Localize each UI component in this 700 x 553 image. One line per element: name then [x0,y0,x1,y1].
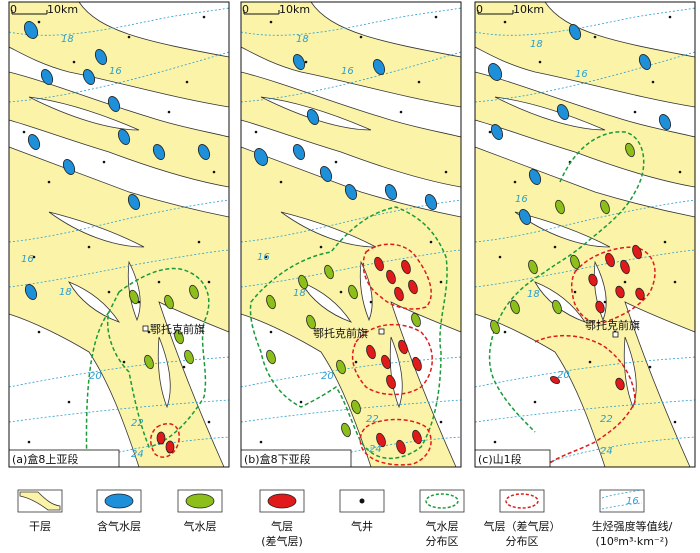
legend-gas: 气层 (差气层) [259,489,305,548]
gas-bodies [156,431,175,454]
contour-label: 22 [366,414,379,425]
legend-gwzone: 气水层 分布区 [419,489,465,548]
contour-label: 16 [109,66,122,77]
legend-well: 气井 [339,489,385,533]
gas-zone [351,323,433,396]
legend-water: 气水层 [177,489,223,533]
scale-dist: 10km [513,3,544,16]
scale-bar: 0 10km [242,3,310,16]
town-label: 鄂托克前旗 [150,322,205,336]
gas-water-zone [249,206,448,460]
town-marker [612,331,619,338]
legend: 干层 含气水层 气水层 气层 (差气层) 气井 气水层 分布区 [17,489,673,548]
gas-water-bodies [487,24,672,225]
legend-gzone: 气层（差气层） 分布区 [484,489,561,548]
gas-zone [150,423,180,458]
panel-c: 18 16 16 18 20 22 24 鄂托克前旗 0 10km (c)山1段 [474,1,696,468]
gas-water-zone [107,267,210,448]
contour-label: 24 [600,446,613,457]
contour-label: 18 [59,287,72,298]
town-marker [142,325,149,332]
contour-label: 24 [369,444,382,455]
contour-label: 22 [600,414,613,425]
scale-zero: 0 [242,3,249,16]
scale-dist: 10km [47,3,78,16]
gas-water-bodies [253,54,438,210]
legend-dry: 干层 [17,489,63,533]
contour-label: 16 [341,66,354,77]
contour-label: 16 [21,254,34,265]
scale-zero: 0 [476,3,483,16]
gas-water-zone-tail [85,311,110,468]
town-label: 鄂托克前旗 [313,326,368,340]
panel-frame [474,1,696,468]
contour-label: 24 [131,449,144,460]
gas-bodies [366,256,422,455]
scale-bar: 0 10km [10,3,78,16]
legend-contour: 16 生烃强度等值线/ (10⁸m³·km⁻²) [592,489,673,548]
contour-label: 16 [515,194,528,205]
svg-text:生烃强度等值线/: 生烃强度等值线/ [592,519,673,533]
scale-bar: 0 10km [476,3,544,16]
contour-label: 18 [530,39,543,50]
svg-text:16: 16 [626,496,639,507]
contour-label: 18 [296,34,309,45]
town-label: 鄂托克前旗 [585,318,640,332]
water-bodies [490,142,635,335]
gas-zone [570,246,656,324]
gas-water-zone [488,131,645,433]
contour-label: 18 [527,289,540,300]
panel-b: 18 16 16 18 20 22 24 鄂托克前旗 0 10km (b)盒8下… [240,1,462,468]
contour-label: 18 [293,288,306,299]
contour-label: 18 [61,34,74,45]
water-bodies [266,264,421,438]
svg-text:(差气层): (差气层) [261,534,303,548]
gas-zone [359,418,432,466]
gas-water-bodies [23,21,211,300]
svg-text:分布区: 分布区 [426,535,459,548]
town-marker [378,328,385,335]
svg-text:干层: 干层 [29,520,51,533]
legend-gaswater: 含气水层 [96,489,142,533]
gas-zone [362,243,432,310]
svg-text:含气水层: 含气水层 [97,519,141,533]
panel-a: 18 16 16 18 20 22 24 鄂托克前旗 0 10km (a)盒8上… [8,1,230,468]
scale-dist: 10km [279,3,310,16]
svg-text:(10⁸m³·km⁻²): (10⁸m³·km⁻²) [596,535,669,548]
panel-label: (c)山1段 [478,452,522,466]
panel-label: (a)盒8上亚段 [12,452,78,466]
contour-label: 16 [575,69,588,80]
contour-label: 20 [321,371,334,382]
contour-label: 22 [131,418,144,429]
svg-text:气水层: 气水层 [426,519,459,533]
panel-label: (b)盒8下亚段 [244,452,311,466]
contour-label: 16 [257,252,270,263]
panel-frame [8,1,230,468]
contour-label: 20 [89,371,102,382]
svg-text:气水层: 气水层 [184,519,217,533]
gas-bodies [550,244,645,391]
svg-text:气层: 气层 [271,519,293,533]
panel-frame [240,1,462,468]
gas-zone-tail [534,334,636,468]
water-bodies [129,284,199,370]
scale-zero: 0 [10,3,17,16]
svg-text:分布区: 分布区 [506,535,539,548]
svg-text:气层（差气层）: 气层（差气层） [484,519,561,533]
svg-text:气井: 气井 [351,519,373,533]
contour-label: 20 [557,370,570,381]
